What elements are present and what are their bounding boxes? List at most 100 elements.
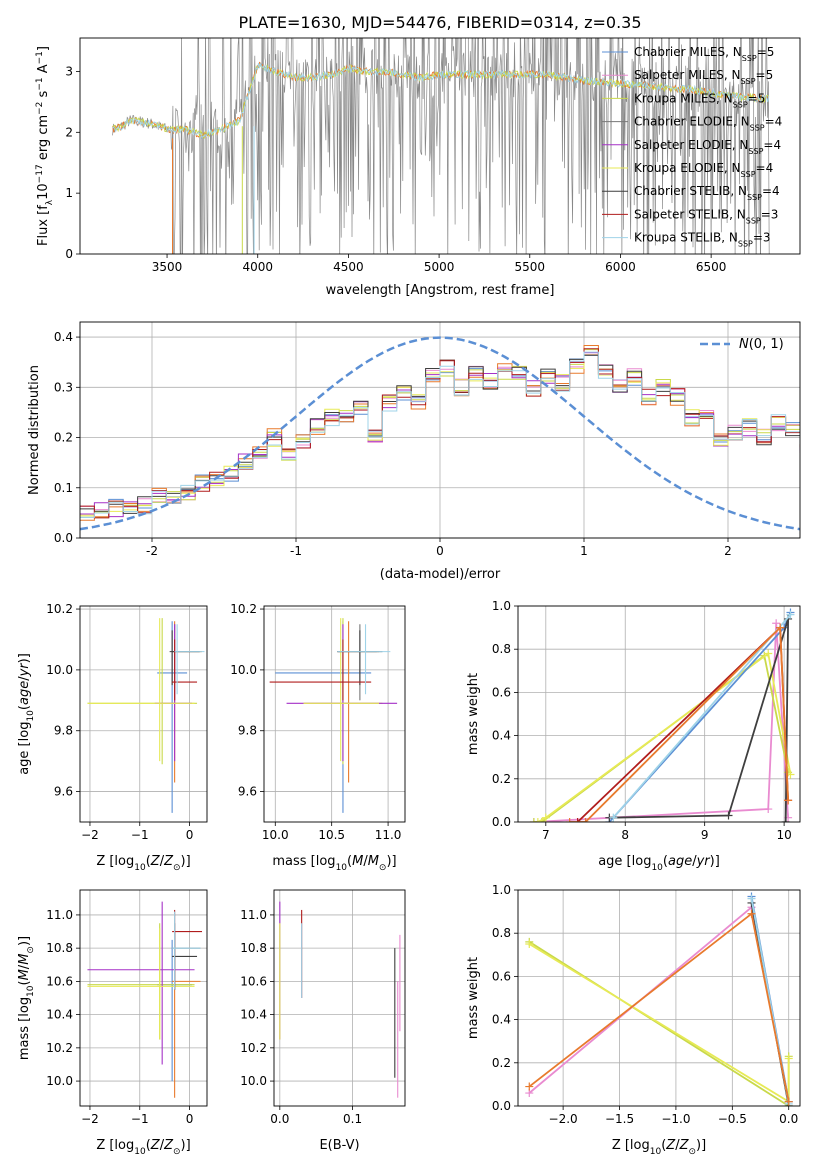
legend-sub: SSP (747, 193, 762, 202)
y-tick-label: 0.6 (492, 685, 511, 699)
x-tick-label: 5000 (424, 260, 455, 274)
x-tick-label: 5500 (514, 260, 545, 274)
label-part: 10 (26, 710, 36, 722)
x-tick-label: 2 (724, 544, 732, 558)
weight-marker (776, 623, 785, 632)
axes-frame (79, 889, 208, 1107)
label-part: ⊙ (173, 1147, 181, 1157)
panel-7: −2.0 −1.5 −1.0 −0.5 0.0 0.0 0.2 0.4 0.6 0.8 1.0 Z [… (466, 883, 801, 1157)
label-part: / (675, 1138, 680, 1153)
y-tick-label: 10.2 (46, 1041, 73, 1055)
legend-tail: =4 (763, 138, 781, 152)
label-part: / (17, 676, 32, 681)
plot-area-4 (529, 608, 795, 822)
weight-marker (609, 813, 618, 822)
x-axis-label: age [log10(age/yr)] (598, 854, 720, 873)
x-tick-label: 0.0 (270, 1112, 289, 1126)
y-axis-label: mass weight (466, 673, 481, 755)
label-part: M (368, 854, 379, 869)
y-tick-label: 2 (65, 125, 73, 139)
legend-tail: =5 (748, 91, 766, 105)
legend-sub: SSP (733, 100, 748, 109)
legend-entry: Kroupa MILES, NSSP=5 (634, 91, 765, 109)
legend-entry: Kroupa ELODIE, NSSP=4 (634, 161, 773, 179)
y-tick-label: 10.4 (46, 1008, 73, 1022)
label-part: Z (665, 1138, 676, 1153)
label-part: age [log (598, 854, 651, 869)
legend-sub: SSP (748, 146, 763, 155)
label-part: 10 (650, 1147, 662, 1157)
y-tick-label: 0.2 (492, 772, 511, 786)
legend-text: Kroupa STELIB, N (634, 231, 738, 245)
label-part: )] (710, 854, 720, 869)
label-part: −2 (35, 102, 45, 115)
x-tick-label: −1 (131, 828, 149, 842)
weight-marker (525, 1082, 534, 1091)
label-part: −1 (35, 51, 45, 64)
weight-marker (784, 796, 793, 805)
y-tick-label: 0.2 (54, 431, 73, 445)
x-tick-label: -2 (146, 544, 158, 558)
x-tick-label: −1.5 (605, 1112, 634, 1126)
panel-0: 3500 4000 4500 5000 5500 6000 6500 0 1 2 3 waveleng… (35, 37, 801, 298)
label-part: 10 (134, 863, 146, 873)
weight-marker (786, 770, 795, 779)
label-part: ( (146, 854, 151, 869)
y-tick-label: 3 (65, 64, 73, 78)
y-tick-label: 0.0 (54, 531, 73, 545)
legend-sub: SSP (741, 170, 756, 179)
x-tick-label: 0 (436, 544, 444, 558)
label-part: A (36, 64, 51, 77)
legend-tail: =5 (757, 45, 775, 59)
label-part: age (17, 681, 32, 705)
legend-tail: (0, 1) (749, 337, 784, 352)
y-tick-label: 11.0 (46, 908, 73, 922)
y-tick-label: 1.0 (492, 883, 511, 897)
y-tick-label: 10.0 (46, 663, 73, 677)
weight-marker (772, 619, 781, 628)
label-part: ⊙ (173, 863, 181, 873)
plot-area-6 (279, 901, 401, 1098)
weight-marker (747, 894, 756, 903)
plot-area-2 (87, 618, 205, 813)
label-part: Z (679, 1138, 690, 1153)
label-part: Normed distribution (27, 365, 42, 495)
axes-frame (263, 605, 406, 823)
weight-series (533, 654, 789, 822)
label-part: Z [log (612, 1138, 650, 1153)
label-part: / (363, 854, 368, 869)
legend-entry: Salpeter ELODIE, NSSP=4 (634, 138, 781, 156)
weight-marker (581, 818, 590, 822)
label-part: mass [log (17, 997, 32, 1060)
legend-tail: =3 (753, 231, 771, 245)
x-axis-label: mass [log10(M/M⊙)] (272, 854, 396, 873)
x-tick-label: −2.0 (549, 1112, 578, 1126)
x-tick-label: −0.5 (718, 1112, 747, 1126)
figure-title: PLATE=1630, MJD=54476, FIBERID=0314, z=0… (238, 13, 641, 32)
label-part: / (160, 1138, 165, 1153)
label-part: erg cm (36, 115, 51, 164)
x-tick-label: 4500 (333, 260, 364, 274)
label-part: yr (696, 854, 712, 869)
weight-marker (764, 649, 773, 658)
y-axis-label: mass weight (466, 957, 481, 1039)
y-tick-label: 9.8 (54, 724, 73, 738)
y-tick-label: 0.0 (492, 815, 511, 829)
y-tick-label: 10.6 (46, 974, 73, 988)
legend-tail: =3 (761, 207, 779, 221)
x-tick-label: 6500 (696, 260, 727, 274)
x-tick-label: −2 (81, 1112, 99, 1126)
y-tick-label: 0.8 (492, 926, 511, 940)
legend-sub: SSP (738, 239, 753, 248)
label-part: ( (661, 1138, 666, 1153)
y-tick-label: 0.3 (54, 380, 73, 394)
label-part: yr (17, 662, 32, 678)
y-tick-label: 9.6 (54, 785, 73, 799)
x-axis-label: (data-model)/error (380, 567, 501, 582)
label-part: λ (45, 199, 55, 205)
weight-marker (781, 818, 790, 822)
label-part: ( (146, 1138, 151, 1153)
x-tick-label: 1 (580, 544, 588, 558)
label-part: )] (386, 854, 396, 869)
